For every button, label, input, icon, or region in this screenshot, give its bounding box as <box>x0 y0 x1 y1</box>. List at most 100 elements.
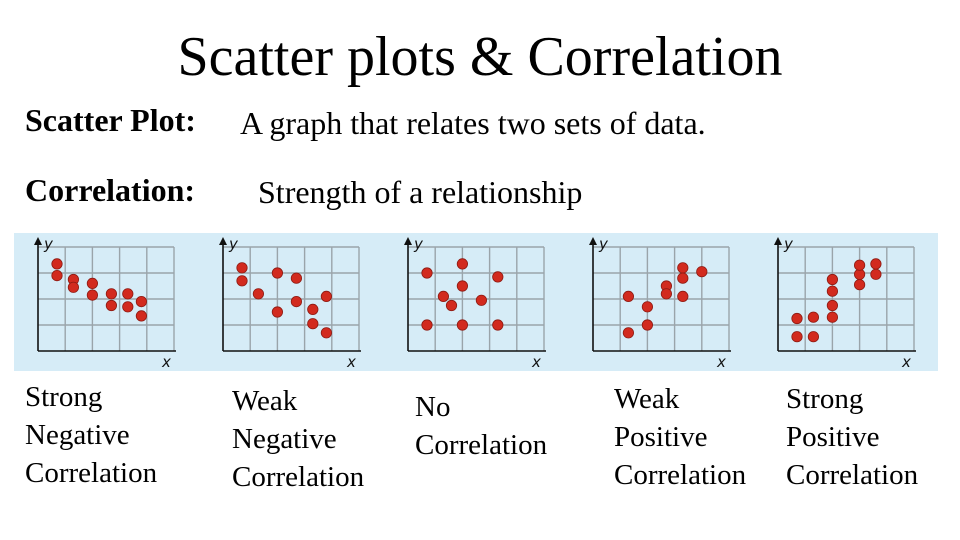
data-point <box>135 295 148 308</box>
data-point <box>290 272 303 284</box>
data-point <box>826 311 839 323</box>
data-point <box>320 327 333 339</box>
data-point <box>696 266 708 278</box>
data-point <box>252 288 265 300</box>
grid <box>593 246 730 351</box>
data-point <box>105 299 118 312</box>
data-point <box>51 258 63 270</box>
caption-line: Correlation <box>232 461 365 493</box>
data-point <box>421 267 433 279</box>
data-point <box>122 288 134 300</box>
data-point <box>807 311 820 323</box>
data-point <box>271 306 284 318</box>
caption-line: Negative <box>25 419 130 451</box>
data-point <box>854 259 866 271</box>
grid <box>223 246 360 351</box>
caption-line: Correlation <box>614 459 747 491</box>
data-point <box>421 319 433 331</box>
data-point <box>67 281 80 293</box>
data-point <box>236 262 248 274</box>
y-axis-arrow-icon <box>219 237 227 245</box>
caption-line: Weak <box>614 383 680 415</box>
caption-line: Positive <box>786 421 880 453</box>
data-point <box>677 262 689 274</box>
data-point <box>290 295 303 308</box>
data-point <box>320 290 333 303</box>
caption-strong-positive: Strong Positive Correlation <box>786 380 918 494</box>
y-axis-label: y <box>413 235 424 253</box>
x-axis-label: x <box>346 353 356 371</box>
data-point <box>791 312 803 325</box>
data-point <box>660 288 673 300</box>
data-point <box>826 299 839 312</box>
data-point <box>271 267 284 279</box>
data-point <box>86 289 99 301</box>
caption-line: Correlation <box>786 459 919 491</box>
data-point <box>826 285 839 297</box>
definition-text-correlation: Strength of a relationship <box>258 174 583 210</box>
data-point <box>641 319 654 331</box>
y-axis-label: y <box>228 235 239 253</box>
data-point <box>122 301 134 313</box>
data-point <box>51 269 63 282</box>
scatter-plot-svg: yx <box>34 235 176 371</box>
caption-weak-positive: Weak Positive Correlation <box>614 380 746 494</box>
data-point <box>641 301 654 313</box>
data-point <box>622 290 635 303</box>
caption-line: No <box>415 391 451 423</box>
caption-line: Positive <box>614 421 708 453</box>
data-point <box>445 299 458 312</box>
definition-text-scatter-plot: A graph that relates two sets of data. <box>240 105 706 141</box>
data-point <box>105 288 118 300</box>
y-axis-arrow-icon <box>404 237 412 245</box>
caption-no-correlation: No Correlation <box>415 388 547 464</box>
data-point <box>492 319 504 331</box>
y-axis-label: y <box>598 235 609 253</box>
slide-title: Scatter plots & Correlation <box>177 26 783 88</box>
x-axis-label: x <box>531 353 541 371</box>
data-point <box>437 290 450 303</box>
definition-term-scatter-plot: Scatter Plot: <box>25 102 196 138</box>
data-point <box>791 331 803 343</box>
definition-term-correlation: Correlation: <box>25 172 196 208</box>
y-axis-label: y <box>43 235 54 253</box>
data-point <box>135 310 148 322</box>
x-axis-label: x <box>901 353 911 371</box>
grid <box>38 246 175 351</box>
data-point <box>870 268 882 280</box>
data-point <box>307 318 319 330</box>
data-point <box>807 331 820 343</box>
y-axis-arrow-icon <box>774 237 782 245</box>
caption-strong-negative: Strong Negative Correlation <box>25 378 157 492</box>
caption-line: Strong <box>786 383 864 415</box>
caption-line: Correlation <box>25 457 158 489</box>
scatter-plot-svg: yx <box>219 235 361 371</box>
data-point <box>854 279 866 291</box>
y-axis-arrow-icon <box>589 237 597 245</box>
data-point <box>456 258 469 270</box>
data-point <box>870 258 882 270</box>
caption-line: Negative <box>232 423 337 455</box>
scatter-plot-svg: yx <box>404 235 546 371</box>
data-point <box>622 327 635 339</box>
caption-weak-negative: Weak Negative Correlation <box>232 382 364 496</box>
caption-line: Strong <box>25 381 103 413</box>
x-axis-label: x <box>161 353 171 371</box>
scatter-plot-svg: yx <box>774 235 916 371</box>
y-axis-label: y <box>783 235 794 253</box>
data-point <box>492 271 504 283</box>
data-point <box>677 290 689 303</box>
x-axis-label: x <box>716 353 726 371</box>
data-point <box>475 294 488 306</box>
caption-line: Weak <box>232 385 298 417</box>
caption-line: Correlation <box>415 429 548 461</box>
data-point <box>236 275 248 287</box>
data-point <box>307 303 319 316</box>
data-point <box>677 272 689 284</box>
data-point <box>456 319 469 331</box>
